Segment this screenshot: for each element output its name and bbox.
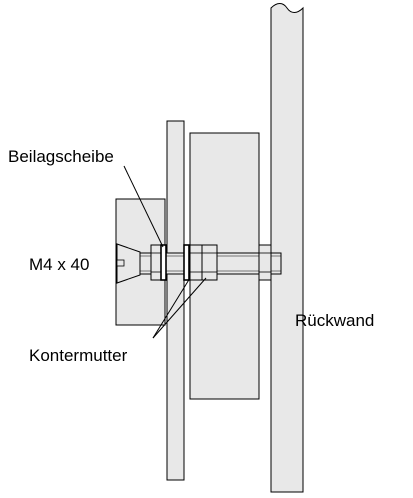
leader-locknut-2 — [152, 277, 207, 339]
nut-wall — [258, 244, 272, 281]
label-screw: M4 x 40 — [29, 255, 89, 274]
washer-right — [183, 244, 190, 281]
screw-head — [116, 243, 141, 284]
front-panel — [166, 120, 185, 481]
label-locknut: Kontermutter — [29, 346, 128, 365]
leader-locknut-1 — [152, 277, 191, 339]
label-back-wall: Rückwand — [295, 311, 374, 330]
screw-slot — [116, 259, 125, 267]
back-wall — [270, 3, 304, 493]
washer-left — [160, 244, 167, 281]
locknut-1 — [189, 244, 203, 281]
leader-washer — [123, 165, 164, 248]
locknut-2 — [201, 244, 218, 281]
label-washer: Beilagscheibe — [8, 147, 114, 166]
